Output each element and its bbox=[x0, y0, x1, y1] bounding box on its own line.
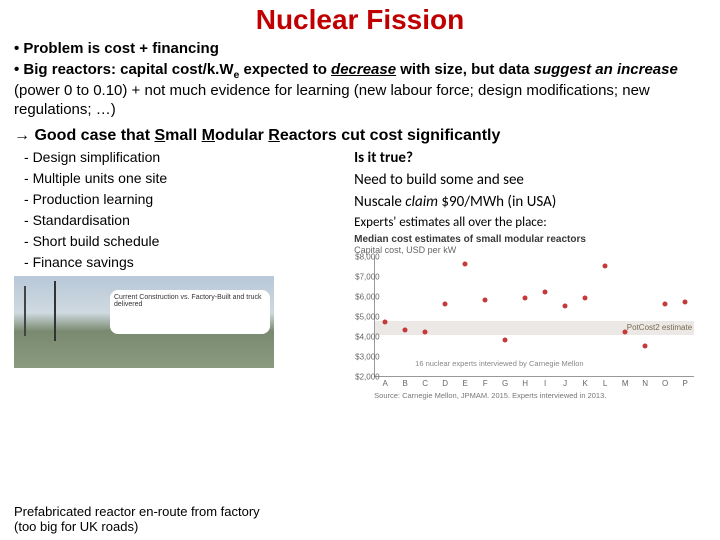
data-point bbox=[683, 300, 688, 305]
advantage-item: Standardisation bbox=[24, 212, 346, 228]
data-point bbox=[503, 338, 508, 343]
chart-plot-area: 16 nuclear experts interviewed by Carneg… bbox=[374, 257, 694, 377]
data-point bbox=[543, 290, 548, 295]
data-point bbox=[663, 302, 668, 307]
x-tick-label: P bbox=[682, 379, 687, 388]
data-point bbox=[603, 264, 608, 269]
experts-note: Experts' estimates all over the place: bbox=[354, 215, 706, 230]
y-tick-label: $7,000 bbox=[355, 273, 379, 282]
band-label: PotCost2 estimate bbox=[627, 323, 692, 332]
data-point bbox=[563, 304, 568, 309]
chart-note: 16 nuclear experts interviewed by Carneg… bbox=[415, 359, 583, 368]
advantage-item: Short build schedule bbox=[24, 233, 346, 249]
x-tick-label: A bbox=[382, 379, 387, 388]
x-tick-label: G bbox=[502, 379, 508, 388]
reactor-photo: Current Construction vs. Factory-Built a… bbox=[14, 276, 274, 368]
advantage-item: Production learning bbox=[24, 191, 346, 207]
data-point bbox=[623, 330, 628, 335]
data-point bbox=[423, 330, 428, 335]
smr-conclusion: → Good case that Small Modular Reactors … bbox=[0, 121, 720, 147]
data-point bbox=[403, 328, 408, 333]
data-point bbox=[523, 296, 528, 301]
x-tick-label: I bbox=[544, 379, 546, 388]
nuscale-claim: Nuscale claim $90/MWh (in USA) bbox=[354, 193, 706, 211]
x-tick-label: C bbox=[422, 379, 428, 388]
photo-bubble: Current Construction vs. Factory-Built a… bbox=[110, 290, 270, 334]
bullet-1: Problem is cost + financing bbox=[14, 40, 706, 59]
chart-title: Median cost estimates of small modular r… bbox=[354, 234, 694, 245]
chart-subtitle: Capital cost, USD per kW bbox=[354, 245, 694, 255]
cost-chart: Median cost estimates of small modular r… bbox=[354, 234, 694, 402]
y-tick-label: $2,000 bbox=[355, 373, 379, 382]
x-tick-label: H bbox=[522, 379, 528, 388]
x-tick-label: F bbox=[483, 379, 488, 388]
x-tick-label: D bbox=[442, 379, 448, 388]
advantage-item: Multiple units one site bbox=[24, 170, 346, 186]
x-tick-label: B bbox=[402, 379, 407, 388]
x-tick-label: L bbox=[603, 379, 607, 388]
photo-caption: Prefabricated reactor en-route from fact… bbox=[14, 504, 274, 534]
advantage-item: Design simplification bbox=[24, 149, 346, 165]
data-point bbox=[463, 262, 468, 267]
x-tick-label: J bbox=[563, 379, 567, 388]
x-tick-label: K bbox=[582, 379, 587, 388]
y-tick-label: $8,000 bbox=[355, 253, 379, 262]
data-point bbox=[383, 320, 388, 325]
data-point bbox=[483, 298, 488, 303]
slide-title: Nuclear Fission bbox=[0, 0, 720, 36]
x-tick-label: E bbox=[462, 379, 467, 388]
main-bullets: Problem is cost + financing Big reactors… bbox=[0, 36, 720, 119]
chart-source: Source: Carnegie Mellon, JPMAM. 2015. Ex… bbox=[374, 391, 694, 400]
x-tick-label: O bbox=[662, 379, 668, 388]
data-point bbox=[443, 302, 448, 307]
y-tick-label: $3,000 bbox=[355, 353, 379, 362]
x-tick-label: M bbox=[622, 379, 629, 388]
advantage-item: Finance savings bbox=[24, 254, 346, 270]
bullet-2: Big reactors: capital cost/k.We expected… bbox=[14, 61, 706, 120]
is-it-true: Is it true? bbox=[354, 149, 706, 167]
x-tick-label: N bbox=[642, 379, 648, 388]
need-to-build: Need to build some and see bbox=[354, 171, 706, 189]
smr-advantages-list: Design simplification Multiple units one … bbox=[14, 149, 346, 270]
y-tick-label: $6,000 bbox=[355, 293, 379, 302]
data-point bbox=[583, 296, 588, 301]
data-point bbox=[643, 344, 648, 349]
